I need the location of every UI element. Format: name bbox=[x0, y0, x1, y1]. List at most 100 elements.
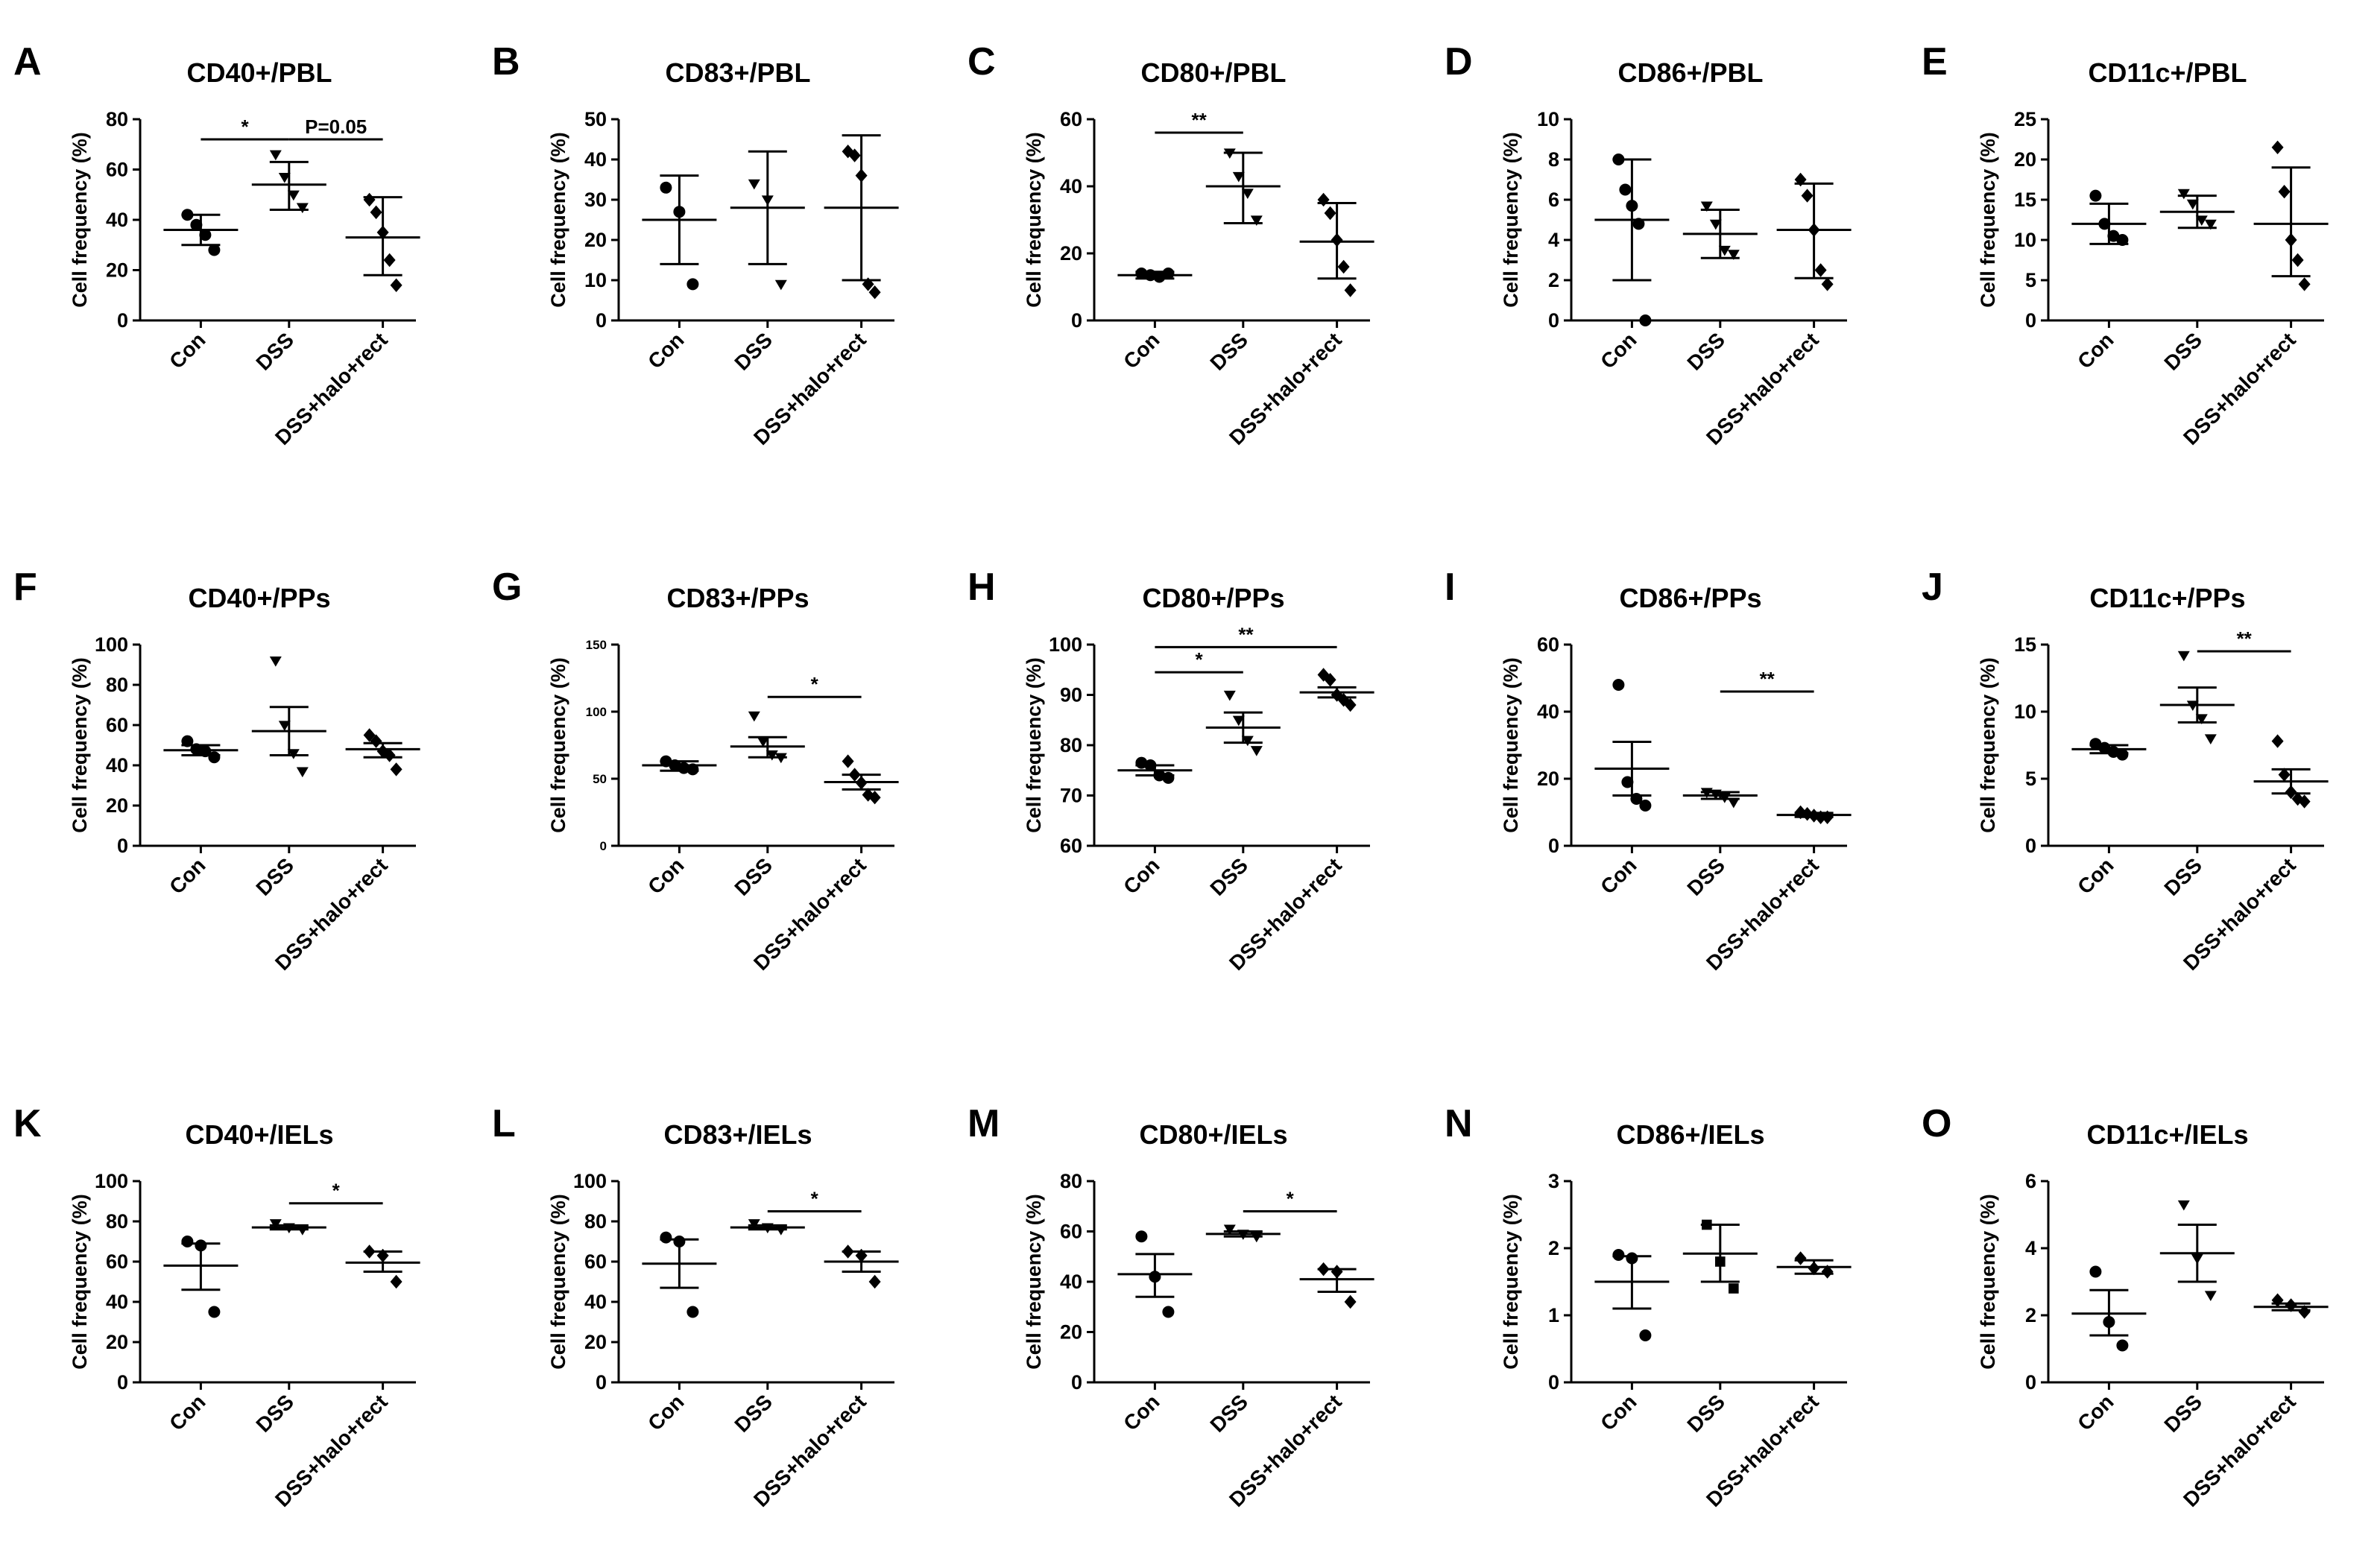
y-tick-label: 2 bbox=[1548, 269, 1559, 291]
data-point bbox=[2116, 1339, 2129, 1352]
data-point bbox=[1612, 154, 1625, 165]
data-point bbox=[1324, 206, 1336, 221]
y-tick-label: 0 bbox=[2025, 309, 2036, 332]
y-tick-label: 60 bbox=[106, 1250, 128, 1273]
group-con: Con bbox=[1594, 679, 1670, 899]
significance-label: ** bbox=[1760, 668, 1775, 690]
data-point bbox=[1324, 673, 1336, 687]
group-con: Con bbox=[163, 1236, 239, 1435]
y-axis-label: Cell frequency (%) bbox=[1500, 1194, 1522, 1370]
x-tick-label: Con bbox=[643, 328, 688, 373]
group-con: Con bbox=[163, 735, 239, 899]
x-tick-label: Con bbox=[165, 328, 209, 373]
panel-letter: M bbox=[968, 1102, 1000, 1145]
y-axis-label: Cell frequency (%) bbox=[547, 132, 569, 308]
data-point bbox=[1241, 736, 1254, 747]
y-tick-label: 20 bbox=[1537, 768, 1559, 790]
data-point bbox=[748, 179, 760, 190]
y-tick-label: 20 bbox=[584, 229, 607, 251]
data-point bbox=[269, 1219, 282, 1230]
data-point bbox=[855, 1248, 868, 1263]
y-axis-label: Cell frequency (%) bbox=[547, 1194, 569, 1370]
data-point bbox=[1821, 1265, 1834, 1279]
group-dss: DSS bbox=[251, 150, 326, 375]
panel-title: CD40+/IELs bbox=[185, 1119, 333, 1150]
significance-label: * bbox=[811, 1188, 819, 1210]
data-point bbox=[1135, 756, 1148, 769]
y-tick-label: 60 bbox=[584, 1250, 607, 1273]
data-point bbox=[848, 148, 861, 162]
data-point bbox=[278, 173, 291, 183]
y-tick-label: 20 bbox=[2014, 148, 2036, 171]
significance-label: ** bbox=[2237, 627, 2253, 650]
data-point bbox=[376, 225, 389, 240]
group-dss-halo-rect: DSS+halo+rect bbox=[1702, 805, 1852, 975]
x-tick-label: Con bbox=[643, 853, 688, 898]
x-tick-label: DSS bbox=[1205, 328, 1252, 375]
group-dss: DSS bbox=[1682, 788, 1758, 900]
significance-label: ** bbox=[1238, 623, 1254, 645]
panel-letter: N bbox=[1445, 1102, 1473, 1145]
panel-title: CD83+/IELs bbox=[663, 1119, 812, 1150]
y-tick-label: 20 bbox=[1060, 1321, 1082, 1344]
y-tick-label: 5 bbox=[2025, 768, 2036, 790]
group-dss-halo-rect: DSS+halo+rect bbox=[749, 134, 899, 449]
y-tick-label: 100 bbox=[573, 1170, 607, 1192]
y-tick-label: 15 bbox=[2014, 189, 2036, 211]
data-point bbox=[748, 1219, 760, 1230]
group-dss: DSS bbox=[251, 657, 326, 900]
group-dss-halo-rect: DSS+halo+rect bbox=[271, 728, 420, 975]
data-point bbox=[1821, 810, 1834, 824]
y-tick-label: 1 bbox=[1548, 1304, 1559, 1326]
y-tick-label: 20 bbox=[584, 1331, 607, 1353]
x-tick-label: DSS bbox=[2159, 1390, 2206, 1437]
y-tick-label: 40 bbox=[1060, 1271, 1082, 1293]
data-point bbox=[1639, 800, 1652, 812]
data-point bbox=[1344, 698, 1357, 712]
data-point bbox=[278, 721, 291, 731]
y-axis-label: Cell frequency (%) bbox=[1023, 132, 1045, 308]
y-tick-label: 40 bbox=[1537, 700, 1559, 723]
data-point bbox=[686, 763, 699, 776]
y-tick-label: 100 bbox=[586, 705, 607, 719]
group-dss: DSS bbox=[730, 150, 805, 375]
data-point bbox=[2098, 741, 2111, 754]
data-point bbox=[1250, 1232, 1263, 1243]
y-tick-label: 0 bbox=[117, 835, 128, 857]
data-point bbox=[1639, 314, 1652, 326]
data-point bbox=[868, 1274, 881, 1289]
data-point bbox=[660, 1231, 672, 1244]
data-point bbox=[199, 745, 212, 758]
y-tick-label: 40 bbox=[584, 148, 607, 171]
data-point bbox=[2089, 1265, 2102, 1278]
data-point bbox=[1808, 1261, 1820, 1276]
y-tick-label: 3 bbox=[1548, 1170, 1559, 1192]
data-point bbox=[2195, 714, 2208, 724]
group-dss: DSS bbox=[1682, 1219, 1758, 1437]
data-point bbox=[363, 1244, 376, 1259]
data-point bbox=[1700, 201, 1713, 212]
group-dss: DSS bbox=[2159, 651, 2235, 900]
significance-label: * bbox=[1287, 1188, 1295, 1210]
data-point bbox=[748, 711, 760, 722]
data-point bbox=[2177, 189, 2190, 200]
y-axis-label: Cell frequency (%) bbox=[69, 1194, 91, 1370]
data-point bbox=[1144, 269, 1157, 282]
data-point bbox=[1223, 690, 1236, 701]
group-dss-halo-rect: DSS+halo+rect bbox=[749, 754, 899, 975]
y-tick-label: 60 bbox=[1537, 633, 1559, 656]
group-dss-halo-rect: DSS+halo+rect bbox=[2179, 734, 2329, 975]
panel-h: H CD80+/PPs Cell frequency (%) 60 70 80 90 100 C… bbox=[968, 566, 1374, 975]
x-tick-label: Con bbox=[165, 1390, 209, 1434]
panel-letter: A bbox=[13, 40, 42, 83]
y-tick-label: 80 bbox=[584, 1210, 607, 1233]
data-point bbox=[1149, 1271, 1161, 1283]
panel-f: F CD40+/PPs Cell frequency (%) 0 20 40 60 80 100… bbox=[13, 566, 420, 975]
panel-title: CD86+/PBL bbox=[1617, 57, 1763, 88]
panel-letter: B bbox=[492, 40, 520, 83]
y-tick-label: 6 bbox=[1548, 189, 1559, 211]
data-point bbox=[1144, 759, 1157, 771]
significance-label: P=0.05 bbox=[305, 116, 367, 138]
y-tick-label: 0 bbox=[1071, 1371, 1082, 1394]
